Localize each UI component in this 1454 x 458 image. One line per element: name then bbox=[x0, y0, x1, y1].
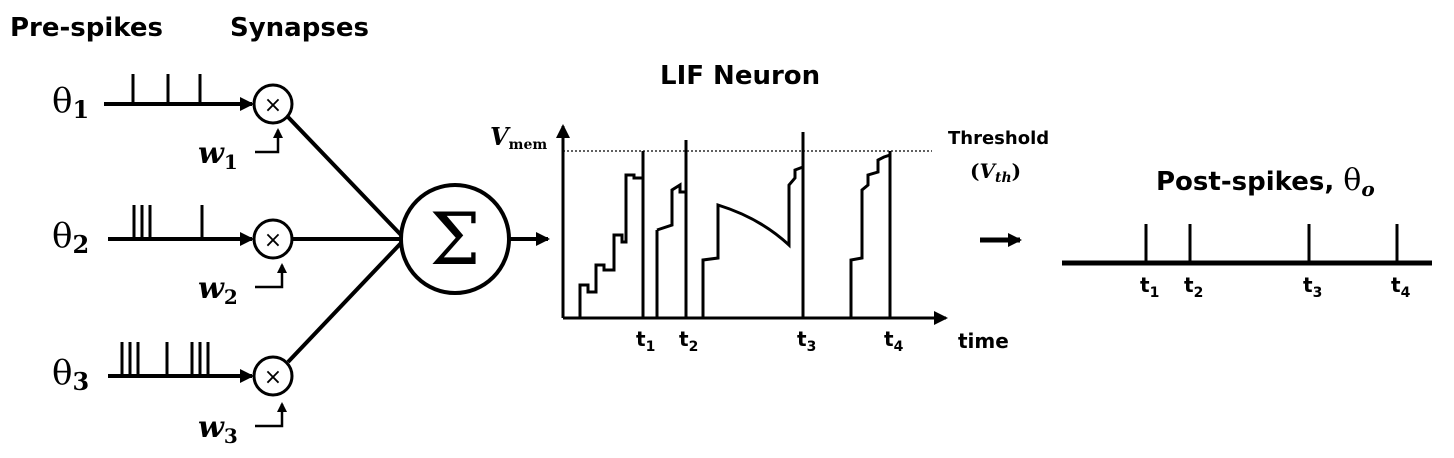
weight-1-label: w1 bbox=[198, 136, 238, 174]
spike-train-3 bbox=[120, 342, 210, 376]
time-axis-label: time bbox=[958, 329, 1009, 353]
weight-2-label: w2 bbox=[198, 271, 238, 309]
spike-train-2 bbox=[132, 205, 204, 239]
tick-t4: t4 bbox=[884, 327, 904, 355]
spike-train-1 bbox=[131, 74, 202, 104]
theta-2-label: θ2 bbox=[52, 216, 89, 259]
weight-1-arrow bbox=[255, 128, 283, 154]
summation-node bbox=[399, 183, 511, 295]
theta-1-label: θ1 bbox=[52, 81, 89, 124]
post-tick-t1: t1 bbox=[1140, 273, 1159, 301]
membrane-trace-4 bbox=[849, 151, 892, 318]
post-tick-t4: t4 bbox=[1391, 273, 1411, 301]
membrane-plot: Vmem Threshold (Vth) time t1 t2 t3 t4 bbox=[490, 122, 1049, 355]
synapse-3-to-sum-line bbox=[286, 240, 404, 364]
post-spike-train: t1 t2 t3 t4 bbox=[1062, 224, 1432, 301]
membrane-trace-3 bbox=[701, 132, 805, 318]
membrane-trace-2 bbox=[656, 140, 688, 232]
threshold-label: Threshold bbox=[948, 128, 1049, 149]
tick-t3: t3 bbox=[797, 327, 816, 355]
sigma-icon: Σ bbox=[430, 197, 481, 281]
tick-t2: t2 bbox=[679, 327, 698, 355]
input-row-2: θ2 × w2 bbox=[52, 205, 294, 309]
input-row-3: θ3 × w3 bbox=[52, 342, 294, 448]
post-spikes-header: Post-spikes, θo bbox=[1156, 163, 1375, 201]
synapses-header: Synapses bbox=[230, 13, 369, 43]
weight-3-arrow bbox=[255, 402, 287, 428]
multiply-icon: × bbox=[264, 93, 282, 118]
weight-2-arrow bbox=[255, 263, 287, 289]
input-row-1: θ1 × w1 bbox=[52, 74, 294, 174]
threshold-symbol: (Vth) bbox=[970, 159, 1021, 186]
theta-3-label: θ3 bbox=[52, 353, 89, 396]
synapse-1-to-sum-line bbox=[286, 115, 404, 238]
post-tick-t3: t3 bbox=[1303, 273, 1322, 301]
synapse-3-multiplier bbox=[252, 355, 294, 397]
multiply-icon: × bbox=[264, 365, 282, 390]
pre-spikes-header: Pre-spikes bbox=[10, 13, 163, 43]
tick-t1: t1 bbox=[636, 327, 655, 355]
multiply-icon: × bbox=[264, 228, 282, 253]
membrane-trace-1 bbox=[578, 151, 645, 318]
weight-3-label: w3 bbox=[198, 410, 238, 448]
vmem-label: Vmem bbox=[490, 122, 547, 153]
synapse-1-multiplier bbox=[252, 83, 294, 125]
lif-neuron-header: LIF Neuron bbox=[660, 61, 820, 91]
post-tick-t2: t2 bbox=[1184, 273, 1203, 301]
